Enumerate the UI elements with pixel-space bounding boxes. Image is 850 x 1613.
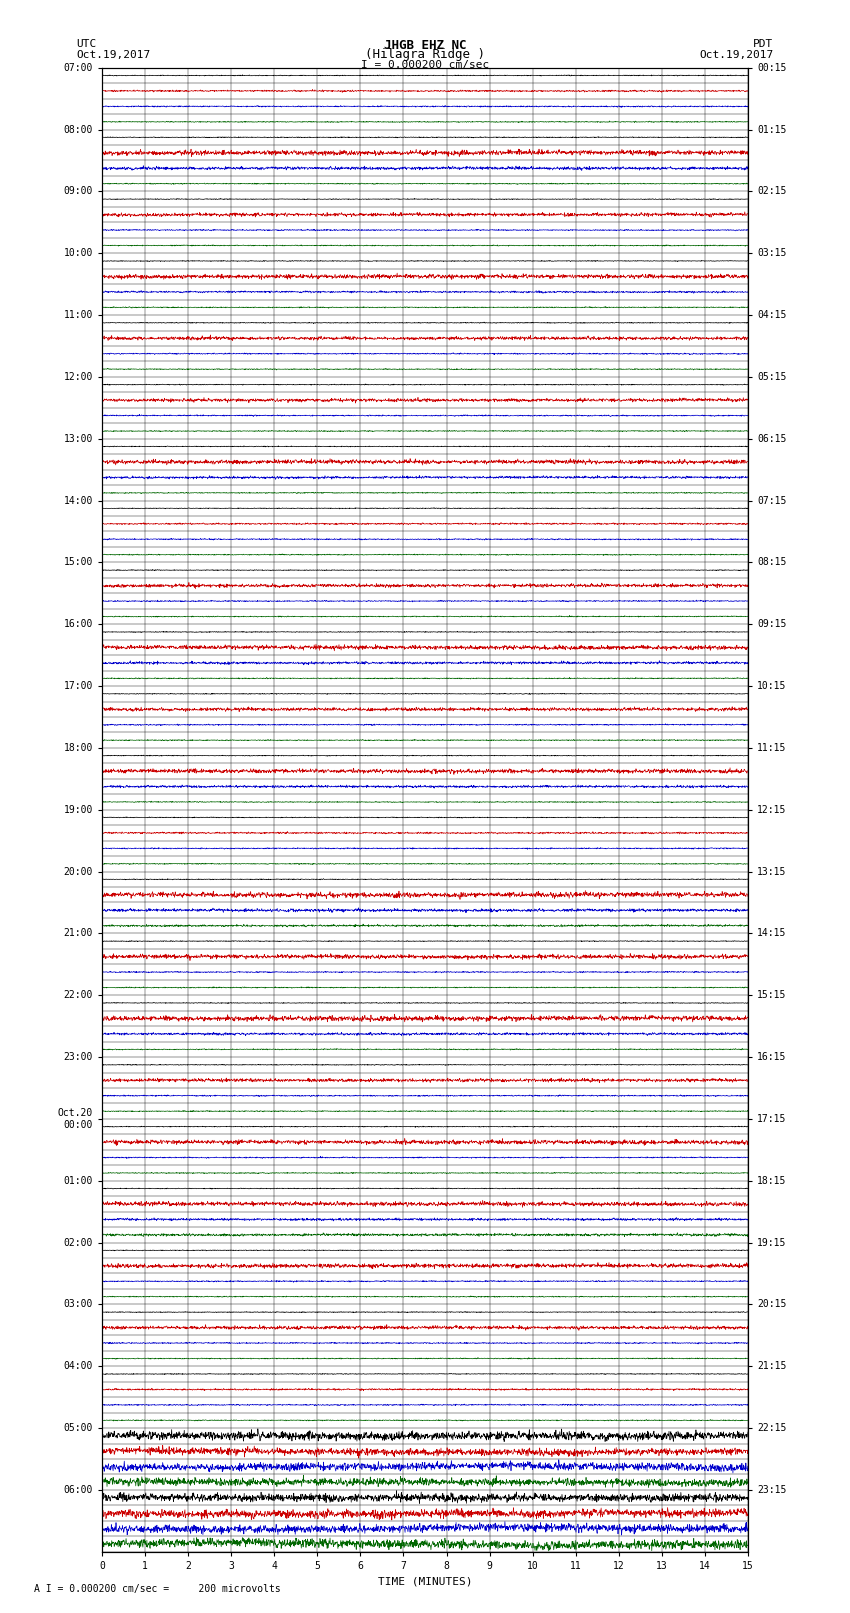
Text: UTC: UTC [76,39,97,48]
Text: A I = 0.000200 cm/sec =     200 microvolts: A I = 0.000200 cm/sec = 200 microvolts [34,1584,280,1594]
Text: (Hilagra Ridge ): (Hilagra Ridge ) [365,48,485,61]
Text: I = 0.000200 cm/sec: I = 0.000200 cm/sec [361,60,489,69]
X-axis label: TIME (MINUTES): TIME (MINUTES) [377,1576,473,1586]
Text: Oct.19,2017: Oct.19,2017 [700,50,774,60]
Text: Oct.19,2017: Oct.19,2017 [76,50,150,60]
Text: JHGB EHZ NC: JHGB EHZ NC [383,39,467,52]
Text: PDT: PDT [753,39,774,48]
